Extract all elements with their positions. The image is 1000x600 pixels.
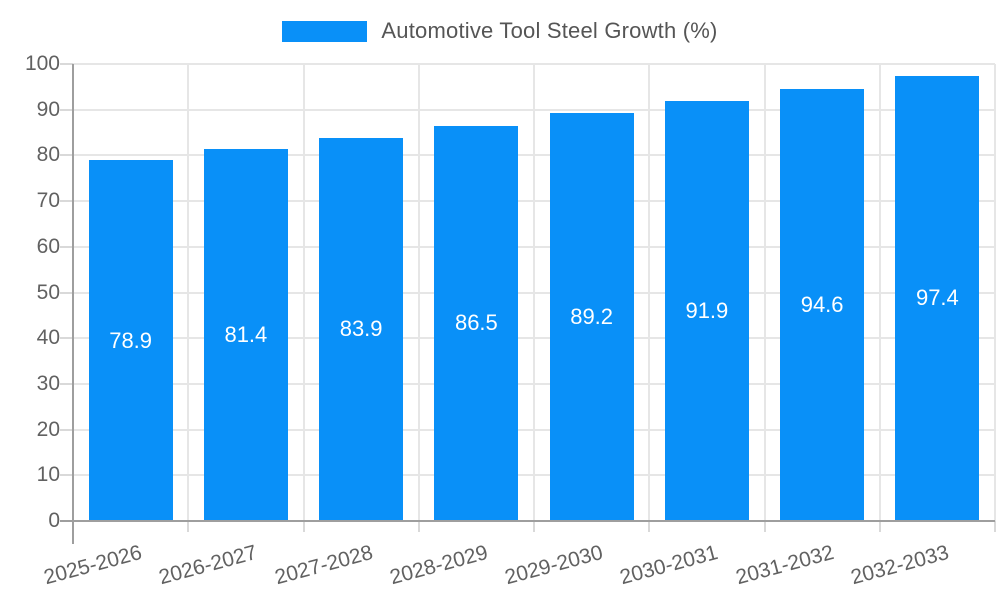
x-axis-line [60,520,995,522]
gridline-vertical [417,64,420,521]
x-axis-tick [648,521,651,532]
y-axis-tick-label: 40 [36,326,60,350]
x-axis-tick-label: 2032-2033 [848,541,952,590]
gridline-vertical [763,64,766,521]
y-axis-tick [60,428,73,431]
bar: 81.4 [203,149,288,521]
y-axis-tick-label: 90 [36,97,60,121]
bar: 94.6 [780,88,865,521]
bar-value-label: 86.5 [454,310,498,336]
y-axis-tick-label: 100 [24,52,60,75]
bar: 89.2 [549,113,634,521]
gridline-vertical [648,64,651,521]
bar: 97.4 [895,75,980,521]
y-axis-tick [60,154,73,157]
bar-value-label: 78.9 [109,327,153,353]
y-axis-tick-label: 10 [36,463,60,487]
gridline-vertical [878,64,881,521]
plot-area: 78.9 81.4 83.9 86.5 89.2 91.9 94.6 97.4 [73,63,996,521]
bar-value-label: 91.9 [685,298,729,324]
x-axis-tick [417,521,420,532]
chart-legend: Automotive Tool Steel Growth (%) [0,18,1000,44]
y-axis-tick-label: 50 [36,280,60,304]
bar-value-label: 94.6 [800,291,844,317]
y-axis-tick [60,337,73,340]
y-axis-tick [60,382,73,385]
bar-value-label: 81.4 [224,322,268,347]
x-axis-tick [878,521,881,532]
x-axis-tick-label: 2027-2028 [272,541,376,590]
x-axis-tick-label: 2029-2030 [502,541,606,590]
y-axis-tick-label: 30 [36,371,60,395]
y-axis-tick [60,245,73,248]
y-axis-tick [60,291,73,294]
bar: 86.5 [434,125,519,521]
gridline-vertical [187,64,190,521]
gridline-vertical [994,64,996,521]
y-axis-tick [60,63,73,65]
x-axis-tick-label: 2028-2029 [387,541,491,590]
x-axis-tick-label: 2026-2027 [156,541,260,590]
y-axis-tick [60,200,73,203]
y-axis-tick-label: 0 [48,509,60,532]
bar: 78.9 [88,160,173,521]
y-axis-tick-label: 80 [36,143,60,167]
y-axis-tick [60,108,73,111]
x-axis-tick [302,521,305,532]
gridline-vertical [302,64,305,521]
x-axis-tick-label: 2030-2031 [617,541,721,590]
y-axis-tick-label: 70 [36,189,60,213]
x-axis-tick-label: 2025-2026 [41,541,145,590]
x-axis-tick [994,521,996,532]
y-axis-tick-label: 20 [36,417,60,441]
x-axis-tick [187,521,190,532]
bar: 91.9 [664,101,749,521]
legend-swatch [282,20,368,42]
x-axis-tick-label: 2031-2032 [733,541,837,590]
bar-value-label: 97.4 [915,285,959,311]
x-axis-tick [533,521,535,532]
y-axis-tick-label: 60 [36,234,60,258]
y-axis-line [72,64,74,544]
x-axis-tick [763,521,766,532]
bar-value-label: 89.2 [570,304,614,330]
gridline-vertical [533,64,535,521]
y-axis-tick [60,474,73,477]
bar-value-label: 83.9 [339,316,383,342]
bar: 83.9 [319,137,404,521]
legend-label: Automotive Tool Steel Growth (%) [381,18,718,43]
